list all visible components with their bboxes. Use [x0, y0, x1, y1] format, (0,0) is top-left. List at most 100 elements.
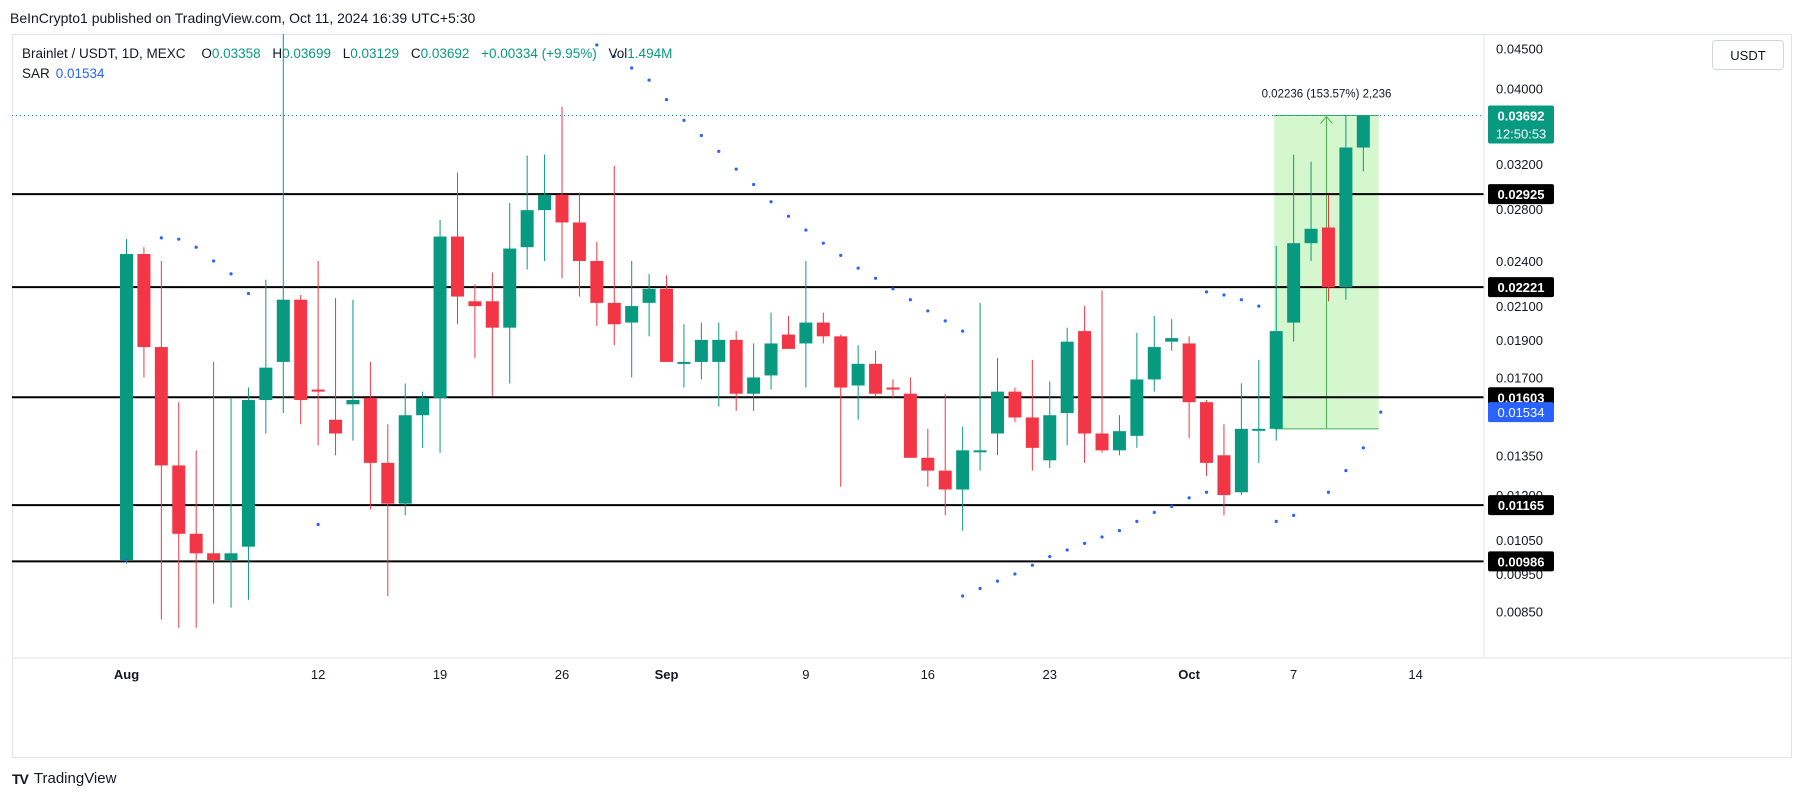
- candle-body: [781, 334, 795, 349]
- candle-body: [346, 400, 360, 405]
- candle-body: [1339, 147, 1353, 288]
- candle-up: [1234, 383, 1248, 496]
- ohlc-row: Brainlet / USDT, 1D, MEXC O0.03358 H0.03…: [22, 44, 680, 64]
- currency-button[interactable]: USDT: [1712, 40, 1784, 70]
- candle-body: [921, 457, 935, 471]
- candle-down: [311, 260, 325, 446]
- candle-up: [1112, 415, 1126, 456]
- low-value: 0.03129: [350, 46, 400, 61]
- candle-body: [189, 533, 203, 554]
- candle-down: [294, 295, 308, 425]
- candle-down: [903, 377, 917, 458]
- x-tick-label: 16: [921, 667, 935, 682]
- sar-dot: [943, 319, 947, 323]
- sar-dot: [978, 586, 982, 591]
- high-label: H: [272, 46, 283, 61]
- candle-body: [1356, 115, 1370, 148]
- candle-up: [677, 324, 691, 388]
- candle-body: [294, 299, 308, 401]
- candle-body: [851, 363, 865, 386]
- candle-down: [886, 379, 900, 398]
- candle-up: [1356, 114, 1370, 172]
- candle-body: [468, 301, 482, 307]
- level-price-label: 0.02925: [1498, 187, 1545, 202]
- candle-up: [416, 391, 430, 448]
- level-price-label: 0.02221: [1498, 280, 1545, 295]
- sar-dot: [1048, 555, 1052, 559]
- y-tick-label: 0.01700: [1496, 370, 1543, 385]
- sar-dot: [961, 329, 965, 333]
- sar-dot: [1239, 298, 1243, 302]
- candle-body: [1025, 417, 1039, 448]
- candles-layer: [120, 34, 1370, 628]
- candle-up: [276, 34, 290, 414]
- candle-down: [660, 275, 674, 362]
- candle-down: [555, 106, 569, 279]
- x-tick-label: 12: [311, 667, 325, 682]
- candle-down: [207, 361, 221, 604]
- candle-up: [1147, 315, 1161, 392]
- candle-down: [137, 247, 151, 378]
- sar-dot: [194, 245, 198, 249]
- candle-body: [363, 397, 377, 463]
- y-tick-label: 0.00850: [1496, 605, 1543, 620]
- candle-up: [694, 322, 708, 380]
- candle-body: [607, 302, 621, 325]
- candle-body: [694, 339, 708, 362]
- candle-body: [207, 553, 221, 561]
- candle-body: [660, 288, 674, 362]
- candle-body: [799, 322, 813, 344]
- candle-up: [259, 279, 273, 434]
- candle-body: [903, 393, 917, 458]
- x-tick-label: 14: [1408, 667, 1422, 682]
- price-tags-layer: 0.02925 0.02221 0.01603 0.01165 0.00986 0.036…: [1488, 105, 1554, 572]
- sar-dot: [1379, 410, 1383, 414]
- candle-body: [1287, 243, 1301, 323]
- x-tick-label: 7: [1290, 667, 1297, 682]
- candle-up: [747, 343, 761, 411]
- candle-body: [1008, 391, 1022, 418]
- candle-up: [1165, 319, 1179, 351]
- close-label: C: [410, 46, 421, 61]
- sar-dot: [1222, 293, 1226, 297]
- candle-up: [1339, 114, 1353, 300]
- candle-body: [956, 450, 970, 490]
- sar-dot: [1135, 519, 1139, 523]
- y-tick-label: 0.01350: [1496, 448, 1543, 463]
- candle-up: [1252, 360, 1266, 463]
- sar-dot: [1152, 510, 1156, 514]
- candle-body: [1147, 347, 1161, 380]
- candle-down: [172, 402, 186, 628]
- sar-label[interactable]: SAR: [22, 66, 50, 81]
- candle-down: [1008, 387, 1022, 422]
- candle-down: [1095, 290, 1109, 453]
- candle-up: [642, 273, 656, 337]
- candle-body: [572, 222, 586, 261]
- x-tick-label: Oct: [1178, 667, 1200, 682]
- candle-body: [276, 299, 290, 362]
- candle-body: [137, 254, 151, 348]
- candle-up: [503, 202, 517, 384]
- level-price-label: 0.00986: [1498, 554, 1545, 569]
- sar-dot: [856, 266, 860, 270]
- candle-down: [834, 334, 848, 487]
- chart-legend: Brainlet / USDT, 1D, MEXC O0.03358 H0.03…: [22, 44, 680, 84]
- sar-price-tag: [1488, 402, 1554, 423]
- level-price-label: 0.01603: [1498, 390, 1545, 405]
- candle-body: [1043, 415, 1057, 461]
- candle-body: [311, 389, 325, 392]
- candle-body: [1095, 433, 1109, 451]
- candle-body: [1304, 228, 1318, 244]
- candle-up: [851, 345, 865, 420]
- candle-body: [485, 301, 499, 328]
- symbol-label[interactable]: Brainlet / USDT, 1D, MEXC: [22, 46, 186, 61]
- sar-dot: [1117, 529, 1122, 533]
- tradingview-logo[interactable]: TV TradingView: [12, 770, 116, 787]
- candle-body: [172, 465, 186, 534]
- sar-dot: [961, 594, 965, 598]
- candle-down: [590, 241, 604, 326]
- range-measure-arrow-head: [1320, 115, 1333, 124]
- candle-body: [590, 260, 604, 303]
- low-label: L: [342, 46, 351, 61]
